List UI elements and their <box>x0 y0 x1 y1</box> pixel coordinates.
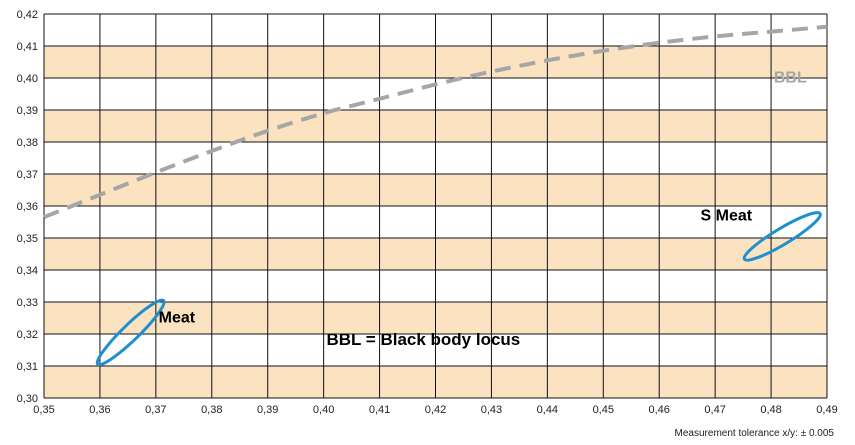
x-tick-label: 0,35 <box>33 404 54 416</box>
bbl-curve-label: BBL <box>774 69 807 86</box>
x-tick-label: 0,47 <box>704 404 725 416</box>
x-tick-label: 0,37 <box>145 404 166 416</box>
y-tick-label: 0,35 <box>17 233 38 245</box>
y-tick-label: 0,39 <box>17 105 38 117</box>
x-tick-label: 0,39 <box>257 404 278 416</box>
bbl-curve <box>43 24 828 220</box>
grid-lines <box>43 13 828 399</box>
y-tick-label: 0,38 <box>17 137 38 149</box>
x-tick-label: 0,48 <box>760 404 781 416</box>
ellipse-label: S Meat <box>701 207 753 224</box>
y-tick-label: 0,30 <box>17 393 38 405</box>
y-tick-label: 0,41 <box>17 41 38 53</box>
bbl-annotation: BBL = Black body locus <box>326 330 520 349</box>
x-axis-ticks: 0,35 0,36 0,37 0,38 0,39 0,40 0,41 0,42 0,43 0,44… <box>33 404 837 416</box>
y-axis-ticks: 0,30 0,31 0,32 0,33 0,34 0,35 0,36 0,37 0,38 0,39… <box>17 9 38 405</box>
x-tick-label: 0,46 <box>649 404 670 416</box>
x-tick-label: 0,42 <box>425 404 446 416</box>
x-tick-label: 0,41 <box>369 404 390 416</box>
x-tick-label: 0,40 <box>313 404 334 416</box>
measurement-tolerance-note: Measurement tolerance x/y: ± 0.005 <box>674 428 834 439</box>
y-tick-label: 0,32 <box>17 329 38 341</box>
y-tick-label: 0,40 <box>17 73 38 85</box>
ellipse-label: Meat <box>159 309 196 326</box>
x-tick-label: 0,36 <box>89 404 110 416</box>
x-tick-label: 0,44 <box>537 404 558 416</box>
ellipse-s-meat <box>742 211 822 262</box>
ellipse-meat <box>95 298 166 367</box>
x-tick-label: 0,38 <box>201 404 222 416</box>
x-tick-label: 0,45 <box>593 404 614 416</box>
x-tick-label: 0,49 <box>816 404 837 416</box>
chromaticity-ellipses: Meat S Meat <box>95 207 822 367</box>
y-tick-label: 0,34 <box>17 265 38 277</box>
y-tick-label: 0,42 <box>17 9 38 21</box>
x-tick-label: 0,43 <box>481 404 502 416</box>
y-tick-label: 0,37 <box>17 169 38 181</box>
y-tick-label: 0,31 <box>17 361 38 373</box>
y-tick-label: 0,36 <box>17 201 38 213</box>
y-tick-label: 0,33 <box>17 297 38 309</box>
chart: 0,35 0,36 0,37 0,38 0,39 0,40 0,41 0,42 0,43 0,44… <box>17 9 838 416</box>
